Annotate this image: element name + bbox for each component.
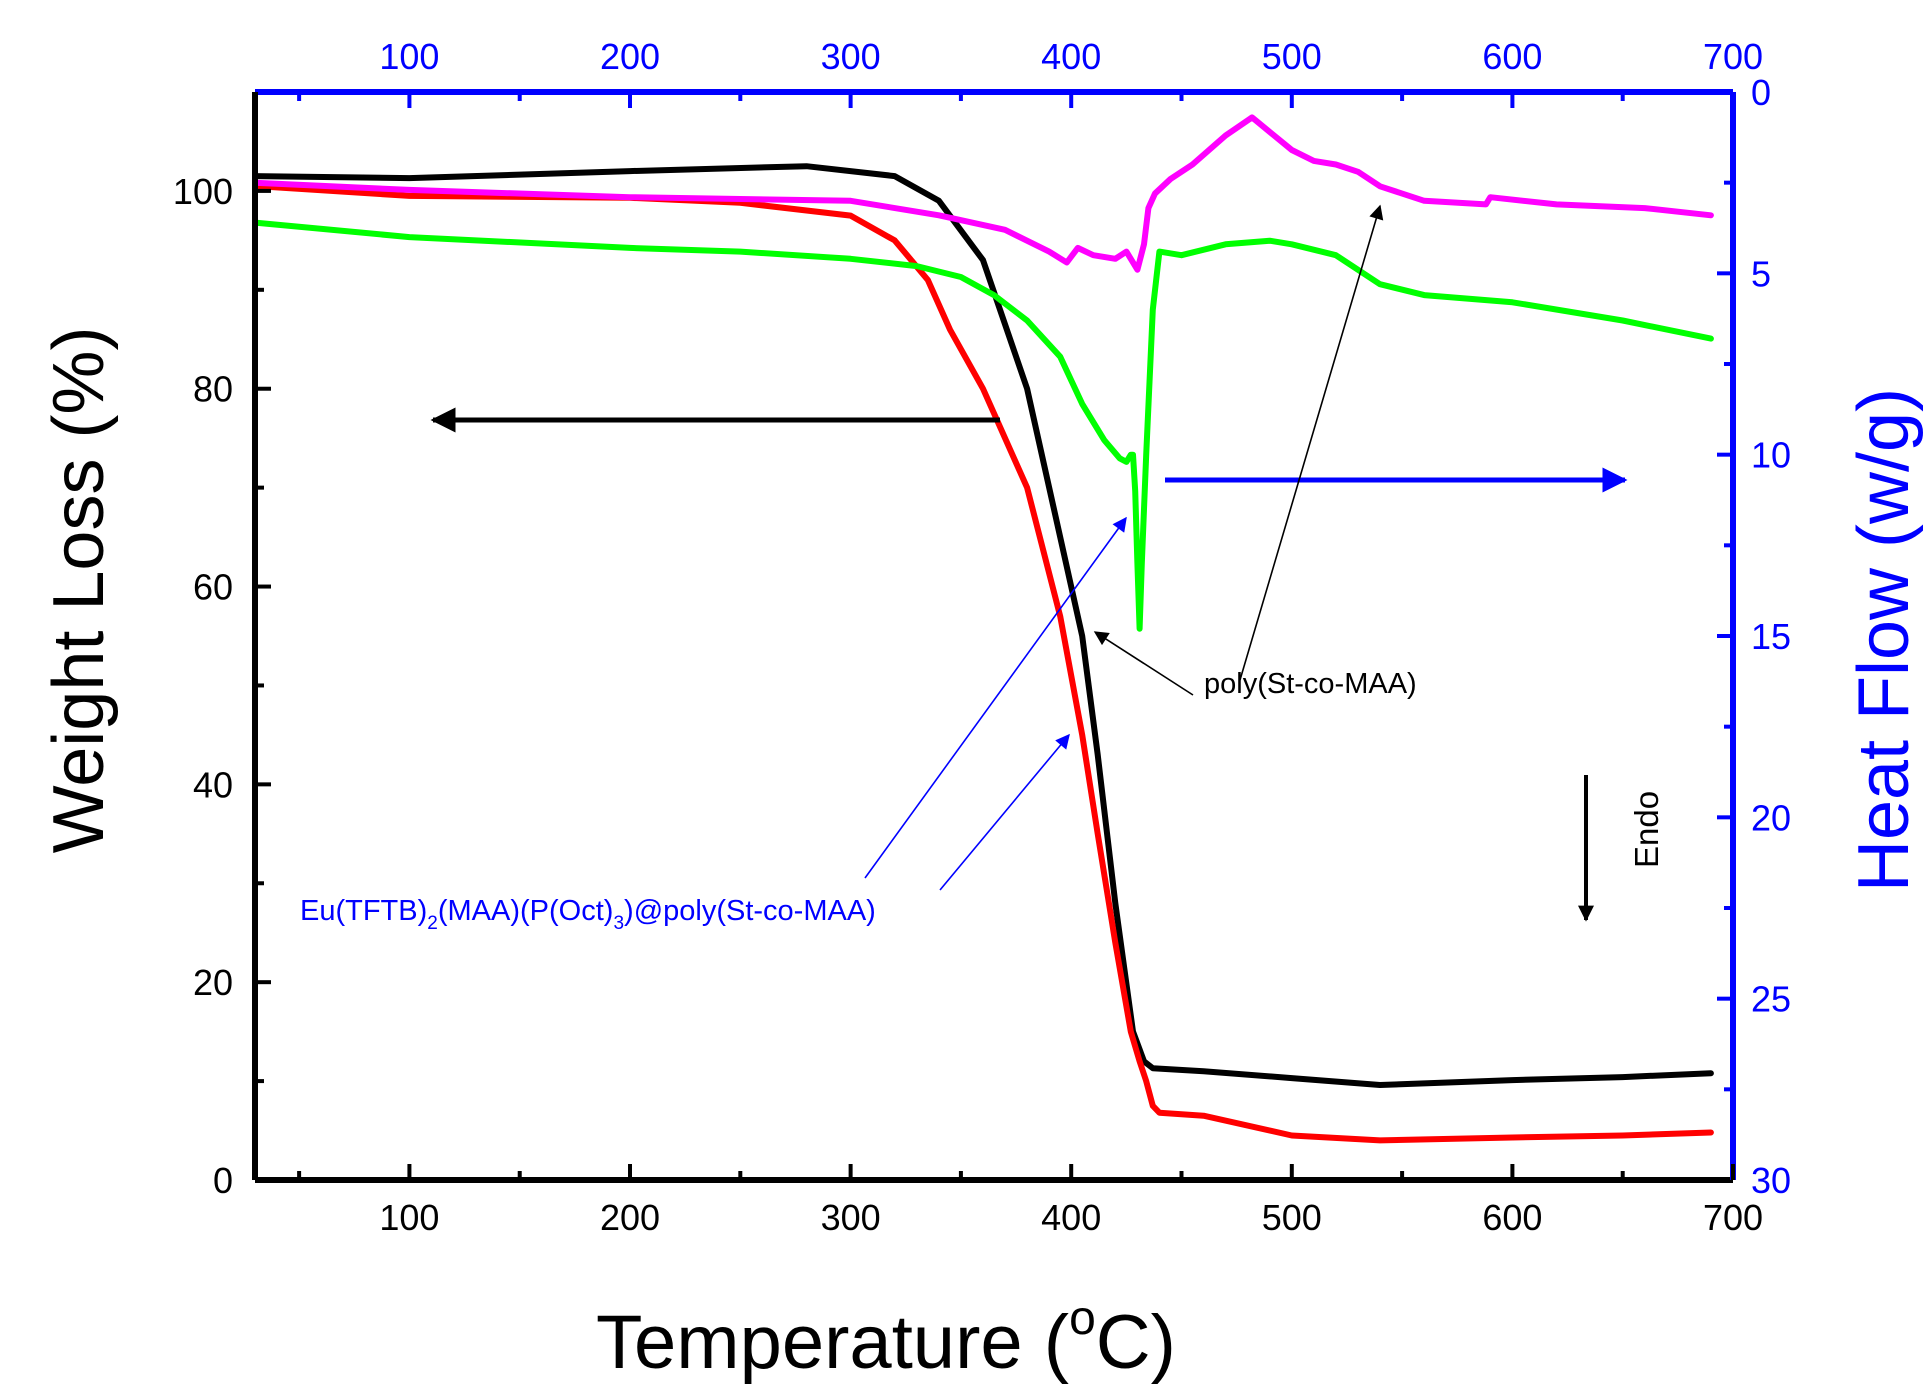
y-right-tick-label: 15 — [1751, 616, 1791, 657]
y-left-tick-label: 20 — [193, 962, 233, 1003]
pointer-arrow-composite-dsc — [864, 516, 1127, 879]
x-tick-label-bottom: 700 — [1703, 1197, 1763, 1238]
y-right-tick-label: 25 — [1751, 979, 1791, 1020]
x-tick-label-bottom: 300 — [821, 1197, 881, 1238]
pointer-arrow-composite-tga — [939, 733, 1070, 891]
label-endo: Endo — [1628, 791, 1665, 868]
label-composite-sub1: 2 — [427, 913, 438, 934]
y-left-tick-label: 60 — [193, 567, 233, 608]
x-tick-label-top: 300 — [821, 36, 881, 77]
y-right-tick-label: 30 — [1751, 1160, 1791, 1201]
x-tick-label-bottom: 200 — [600, 1197, 660, 1238]
x-axis-title-main: Temperature ( — [596, 1300, 1069, 1385]
series-line-2 — [252, 114, 1714, 273]
x-tick-label-top: 400 — [1041, 36, 1101, 77]
x-tick-label-bottom: 600 — [1482, 1197, 1542, 1238]
x-tick-label-bottom: 400 — [1041, 1197, 1101, 1238]
y-left-tick-label: 0 — [213, 1160, 233, 1201]
label-pure-polymer: poly(St-co-MAA) — [1204, 668, 1417, 700]
y-right-tick-label: 20 — [1751, 797, 1791, 838]
axes-layer: 1001002002003003004004005005006006007007… — [173, 36, 1791, 1238]
x-tick-label-top: 700 — [1703, 36, 1763, 77]
x-tick-label-top: 500 — [1262, 36, 1322, 77]
y-left-tick-label: 80 — [193, 369, 233, 410]
x-tick-label-top: 200 — [600, 36, 660, 77]
y-axis-right-title: Heat Flow (w/g) — [1844, 388, 1924, 892]
label-composite-end: )@poly(St-co-MAA) — [624, 895, 876, 927]
x-axis-title: Temperature (oC) — [596, 1292, 1176, 1385]
y-left-tick-label: 40 — [193, 764, 233, 805]
x-tick-label-top: 600 — [1482, 36, 1542, 77]
pointer-arrow-pure-tga — [1093, 631, 1194, 696]
y-left-tick-label: 100 — [173, 171, 233, 212]
series-line-1 — [252, 183, 1714, 1144]
pointer-arrow-pure-dsc — [1239, 204, 1384, 681]
x-axis-title-end: C) — [1096, 1300, 1176, 1385]
label-composite-sub2: 3 — [613, 913, 624, 934]
y-right-tick-label: 5 — [1751, 253, 1771, 294]
x-tick-label-bottom: 100 — [379, 1197, 439, 1238]
label-composite: Eu(TFTB)2(MAA)(P(Oct)3)@poly(St-co-MAA) — [300, 895, 876, 934]
x-axis-title-sup: o — [1069, 1292, 1096, 1345]
label-composite-mid: (MAA)(P(Oct) — [438, 895, 614, 927]
series-layer — [252, 114, 1714, 1144]
y-axis-left-title: Weight Loss (%) — [39, 327, 119, 854]
series-line-3 — [252, 219, 1714, 632]
y-right-tick-label: 10 — [1751, 435, 1791, 476]
label-composite-base: Eu(TFTB) — [300, 895, 427, 927]
x-tick-label-top: 100 — [379, 36, 439, 77]
x-tick-label-bottom: 500 — [1262, 1197, 1322, 1238]
series-line-0 — [252, 163, 1714, 1088]
y-right-tick-label: 0 — [1751, 72, 1771, 113]
